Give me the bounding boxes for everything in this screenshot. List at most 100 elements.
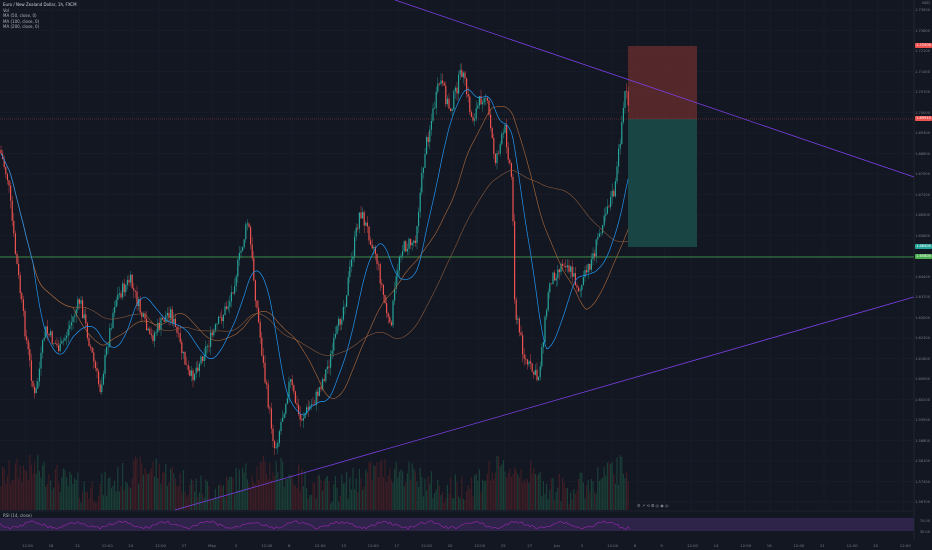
time-axis[interactable]: 12:00 18 21 12:00 24 12:00 27 May 3 12:00 8 12:00 13…: [0, 541, 914, 550]
time-tick: 12:00: [261, 543, 273, 548]
volume-bar: [155, 458, 157, 510]
candle-body: [405, 241, 407, 252]
price-tick: 1.57400: [915, 479, 930, 484]
candle-body: [525, 358, 527, 360]
time-tick: 25: [500, 543, 506, 548]
volume-bar: [109, 477, 111, 510]
volume-bar: [414, 471, 416, 510]
volume-bar: [122, 462, 124, 510]
volume-bar: [611, 462, 613, 510]
candle-body: [518, 318, 520, 333]
volume-bar: [482, 479, 484, 510]
time-tick: 12:00: [155, 543, 166, 548]
time-tick: 12:00: [474, 543, 486, 548]
candle-body: [464, 72, 466, 79]
time-tick: Jun: [554, 543, 560, 548]
volume-bar: [360, 478, 362, 510]
stop-loss-zone[interactable]: [628, 46, 697, 119]
candle-body: [515, 299, 517, 320]
candle-body: [504, 124, 506, 133]
price-tick: 1.66500: [915, 213, 930, 217]
candle-body: [211, 332, 213, 336]
candle-body: [315, 391, 317, 406]
volume-bar: [514, 467, 516, 510]
candle-body: [486, 97, 488, 101]
volume-bar: [419, 467, 421, 510]
volume-bar: [587, 479, 589, 510]
volume-bar: [243, 472, 245, 510]
candle-body: [355, 227, 357, 237]
volume-bar: [379, 461, 381, 510]
candle-body: [610, 196, 612, 207]
volume-bar: [299, 491, 301, 510]
volume-bar: [59, 492, 61, 510]
time-tick: 12:00: [846, 543, 858, 548]
candle-body: [456, 87, 458, 94]
candle-body: [507, 147, 509, 160]
candle-body: [402, 251, 404, 256]
candle-body: [114, 306, 116, 313]
lower-trendline[interactable]: [174, 296, 915, 511]
volume-bar: [304, 471, 306, 510]
volume-bar: [592, 481, 594, 510]
price-tick: 1.73500: [915, 8, 930, 12]
volume-bar: [64, 469, 66, 510]
volume-bar: [142, 474, 144, 510]
volume-bar: [294, 486, 296, 510]
volume-bar: [565, 488, 567, 510]
time-tick: 9: [660, 543, 663, 548]
candle-body: [77, 299, 79, 310]
volume-bar: [600, 479, 602, 510]
upper-trendline[interactable]: [394, 0, 915, 178]
chart-tools[interactable]: ⚙ ↗ ⟲ ⭙ ◎ ◉ ◎: [637, 503, 669, 508]
candle-body: [453, 91, 455, 110]
candle-body: [136, 291, 138, 306]
candle-body: [14, 233, 16, 254]
candle-body: [54, 343, 56, 345]
volume-bar: [619, 455, 621, 510]
price-tick: 1.72800: [915, 28, 930, 33]
candle-body: [389, 317, 391, 323]
take-profit-zone[interactable]: [628, 119, 697, 247]
candle-body: [182, 351, 184, 354]
volume-bar: [18, 478, 20, 510]
candle-body: [296, 403, 298, 405]
volume-bar: [306, 488, 308, 510]
volume-bar: [387, 475, 389, 510]
volume-bar: [29, 454, 31, 510]
volume-bar: [421, 476, 423, 510]
candle-body: [298, 404, 300, 415]
volume-bar: [411, 463, 413, 510]
volume-bar: [179, 472, 181, 510]
candle-body: [179, 333, 181, 343]
candle-body: [6, 173, 8, 181]
candle-body: [346, 295, 348, 307]
candle-body: [64, 337, 66, 341]
candle-body: [400, 255, 402, 257]
candle-body: [80, 300, 82, 304]
volume-bar: [162, 472, 164, 510]
candle-body: [261, 337, 263, 356]
candle-body: [602, 225, 604, 233]
candle-body: [578, 287, 580, 292]
volume-bar: [334, 476, 336, 510]
volume-bar: [498, 455, 500, 510]
volume-bar: [342, 483, 344, 510]
volume-bar: [62, 468, 64, 510]
volume-bar: [398, 471, 400, 510]
volume-bar: [240, 489, 242, 510]
volume-bar: [77, 472, 79, 510]
candle-body: [227, 306, 229, 309]
volume-bar: [443, 502, 445, 510]
candle-body: [94, 361, 96, 368]
candle-body: [19, 275, 21, 294]
candle-body: [277, 442, 279, 448]
time-tick: 6: [633, 543, 637, 548]
rsi-band: [0, 518, 914, 531]
candle-body: [48, 333, 50, 336]
time-tick: 3: [234, 543, 238, 548]
price-axis[interactable]: NZD 1.73500 1.72800 1.72100 1.71400 1.70700 1…: [914, 0, 932, 540]
volume-bar: [371, 479, 373, 510]
candle-body: [24, 310, 26, 337]
